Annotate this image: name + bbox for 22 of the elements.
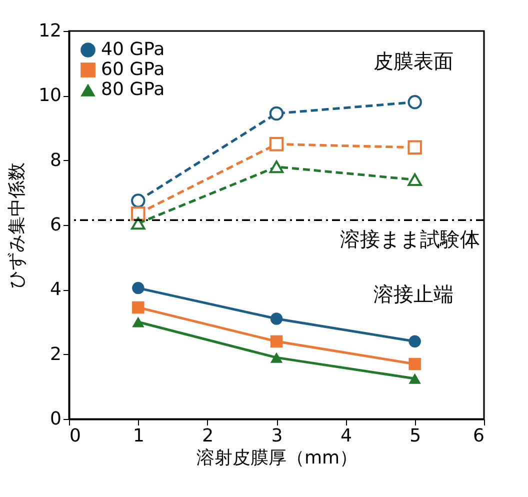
y-tick-label: 10 — [38, 85, 62, 106]
y-tick-label: 0 — [50, 408, 62, 430]
x-tick-label: 3 — [271, 426, 283, 446]
annotation: 皮膜表面 — [373, 49, 454, 74]
x-tick-label: 0 — [70, 426, 81, 446]
legend-label: 40 GPa — [101, 39, 165, 60]
y-tick-label: 8 — [50, 150, 62, 171]
annotation: 溶接止端 — [373, 282, 454, 306]
x-tick-label: 5 — [410, 426, 422, 446]
y-tick-label: 2 — [50, 344, 62, 365]
y-tick-label: 6 — [50, 214, 62, 236]
x-axis-title: 溶射皮膜厚（mm） — [196, 448, 358, 468]
legend-label: 60 GPa — [101, 59, 165, 80]
x-tick-label: 4 — [340, 426, 352, 446]
x-tick-label: 2 — [202, 426, 214, 446]
legend-label: 80 GPa — [101, 79, 165, 100]
y-tick-label: 4 — [50, 279, 62, 300]
ref-line-label: 溶接まま試験体 — [340, 227, 480, 252]
x-tick-label: 1 — [132, 426, 144, 446]
x-tick-label: 6 — [473, 426, 484, 446]
y-tick-label: 12 — [38, 20, 62, 42]
y-axis-title: ひずみ集中係数 — [6, 162, 28, 288]
